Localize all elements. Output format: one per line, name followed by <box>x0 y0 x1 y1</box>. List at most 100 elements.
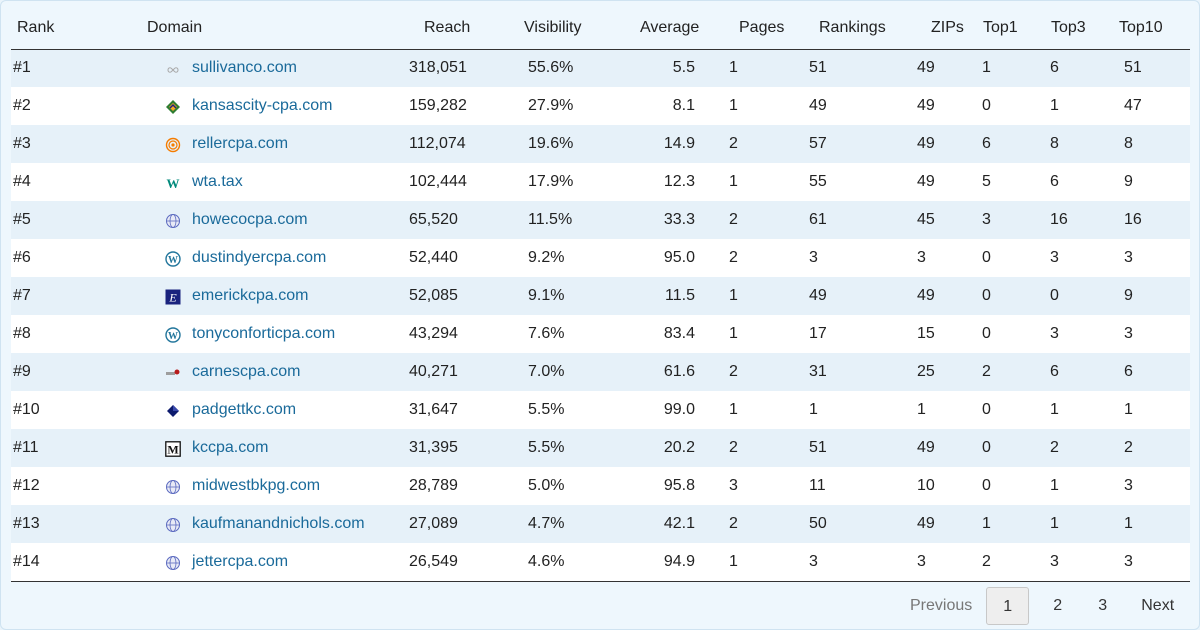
pages-cell: 2 <box>720 505 800 543</box>
page-2-button[interactable]: 2 <box>1053 597 1063 614</box>
next-page-button[interactable]: Next <box>1141 597 1175 614</box>
domain-cell: rellercpa.com <box>87 125 404 163</box>
zips-cell: 49 <box>912 277 974 315</box>
domain-link[interactable]: emerickcpa.com <box>192 287 309 304</box>
col-header-zips[interactable]: ZIPs <box>912 7 974 50</box>
wordpress-icon: W <box>165 251 181 267</box>
rankings-cell: 1 <box>800 391 912 429</box>
top1-cell: 0 <box>974 87 1042 125</box>
col-header-rankings[interactable]: Rankings <box>800 7 912 50</box>
domain-link[interactable]: jettercpa.com <box>192 552 289 570</box>
domain-link[interactable]: tonyconforticpa.com <box>192 325 336 342</box>
rank-cell: #7 <box>11 277 87 315</box>
table-row: #9 carnescpa.com 40,271 7.0% 61.6 2 31 25 2 6 6 <box>11 353 1190 391</box>
rank-cell: #9 <box>11 353 87 391</box>
domain-link[interactable]: midwestbkpg.com <box>192 477 321 494</box>
zips-cell: 15 <box>912 315 974 353</box>
reach-cell: 52,440 <box>404 239 510 277</box>
reach-cell: 27,089 <box>404 505 510 543</box>
infinity-logo-icon <box>165 62 181 78</box>
pages-cell: 2 <box>720 353 800 391</box>
col-header-average[interactable]: Average <box>620 7 720 50</box>
svg-text:W: W <box>168 255 178 266</box>
top1-cell: 0 <box>974 239 1042 277</box>
top10-cell: 2 <box>1110 429 1190 467</box>
domain-link[interactable]: kaufmanandnichols.com <box>192 515 365 532</box>
top10-cell: 47 <box>1110 87 1190 125</box>
zips-cell: 3 <box>912 543 974 582</box>
col-header-rank[interactable]: Rank <box>11 7 87 50</box>
wta-logo-icon: W <box>165 175 181 191</box>
col-header-top10[interactable]: Top10 <box>1110 7 1190 50</box>
zips-cell: 49 <box>912 163 974 201</box>
domain-link[interactable]: kccpa.com <box>192 439 269 456</box>
top10-cell: 9 <box>1110 277 1190 315</box>
rank-cell: #13 <box>11 505 87 543</box>
col-header-top1[interactable]: Top1 <box>974 7 1042 50</box>
reller-logo-icon <box>165 137 181 153</box>
average-cell: 99.0 <box>620 391 720 429</box>
domain-link[interactable]: padgettkc.com <box>192 401 297 418</box>
domain-link[interactable]: carnescpa.com <box>192 363 301 380</box>
domain-cell: kaufmanandnichols.com <box>87 505 404 543</box>
carnes-logo-icon <box>165 365 181 381</box>
domain-link[interactable]: wta.tax <box>192 173 243 190</box>
rank-cell: #5 <box>11 201 87 239</box>
col-header-reach[interactable]: Reach <box>404 7 510 50</box>
average-cell: 94.9 <box>620 543 720 582</box>
page-1-button[interactable]: 1 <box>986 587 1030 625</box>
top1-cell: 3 <box>974 201 1042 239</box>
domain-link[interactable]: sullivanco.com <box>192 59 297 77</box>
m-logo-icon: M <box>165 441 181 457</box>
domain-cell: jettercpa.com <box>87 543 404 582</box>
top1-cell: 0 <box>974 391 1042 429</box>
pagination: Previous 1 2 3 Next <box>896 587 1190 625</box>
pages-cell: 1 <box>720 315 800 353</box>
col-header-visibility[interactable]: Visibility <box>510 7 620 50</box>
domain-link[interactable]: rellercpa.com <box>192 135 289 152</box>
reach-cell: 40,271 <box>404 353 510 391</box>
col-header-domain[interactable]: Domain <box>87 7 404 50</box>
average-cell: 8.1 <box>620 87 720 125</box>
pages-cell: 2 <box>720 429 800 467</box>
top3-cell: 3 <box>1042 543 1110 582</box>
visibility-cell: 7.6% <box>510 315 620 353</box>
zips-cell: 10 <box>912 467 974 505</box>
kansas-cpa-logo-icon <box>165 99 181 115</box>
col-header-pages[interactable]: Pages <box>720 7 800 50</box>
rank-cell: #3 <box>11 125 87 163</box>
col-header-top3[interactable]: Top3 <box>1042 7 1110 50</box>
average-cell: 33.3 <box>620 201 720 239</box>
visibility-cell: 5.5% <box>510 391 620 429</box>
top3-cell: 1 <box>1042 391 1110 429</box>
wordpress-icon: W <box>165 327 181 343</box>
top3-cell: 6 <box>1042 163 1110 201</box>
top10-cell: 8 <box>1110 125 1190 163</box>
average-cell: 83.4 <box>620 315 720 353</box>
domain-cell: padgettkc.com <box>87 391 404 429</box>
top3-cell: 1 <box>1042 87 1110 125</box>
pages-cell: 2 <box>720 201 800 239</box>
top10-cell: 9 <box>1110 163 1190 201</box>
table-row: #13 kaufmanandnichols.com 27,089 4.7% 42.1 2 5… <box>11 505 1190 543</box>
average-cell: 14.9 <box>620 125 720 163</box>
average-cell: 12.3 <box>620 163 720 201</box>
rank-cell: #6 <box>11 239 87 277</box>
reach-cell: 112,074 <box>404 125 510 163</box>
page-3-button[interactable]: 3 <box>1098 597 1108 614</box>
domain-link[interactable]: kansascity-cpa.com <box>192 97 333 114</box>
pages-cell: 1 <box>720 391 800 429</box>
rankings-cell: 57 <box>800 125 912 163</box>
rankings-cell: 55 <box>800 163 912 201</box>
reach-cell: 31,647 <box>404 391 510 429</box>
rank-cell: #8 <box>11 315 87 353</box>
rankings-cell: 3 <box>800 239 912 277</box>
visibility-cell: 17.9% <box>510 163 620 201</box>
previous-page-button[interactable]: Previous <box>910 597 973 614</box>
domain-link[interactable]: howecocpa.com <box>192 211 308 228</box>
domain-link[interactable]: dustindyercpa.com <box>192 249 327 266</box>
